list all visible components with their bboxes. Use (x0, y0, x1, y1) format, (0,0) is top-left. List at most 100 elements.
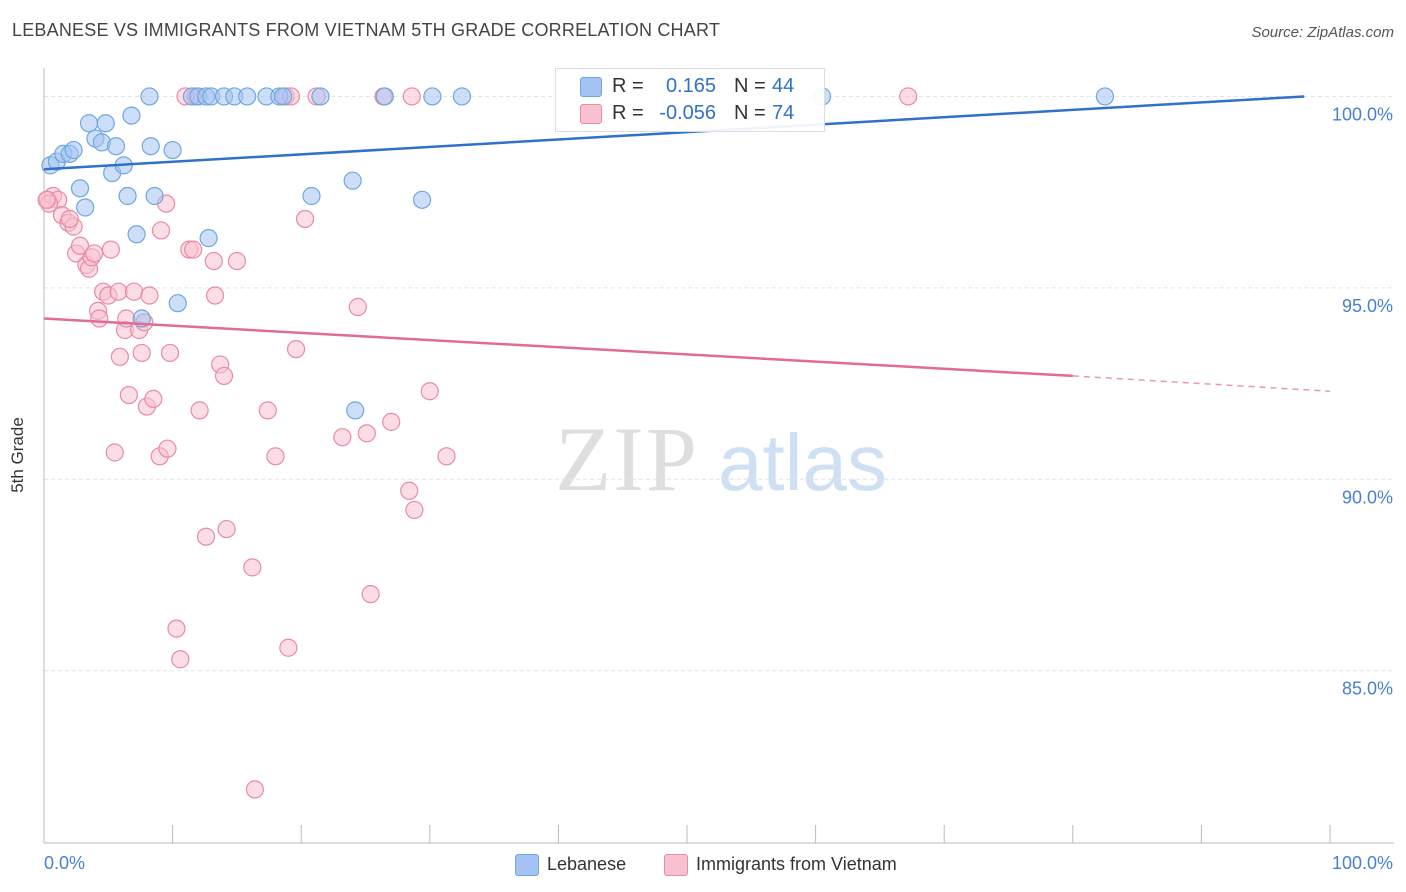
stats-swatch-vietnam (580, 104, 602, 124)
vietnam-point (151, 221, 171, 240)
stats-row-vietnam: R = -0.056 N = 74 (556, 100, 824, 128)
lebanese-point (1095, 87, 1115, 106)
vietnam-point (205, 286, 225, 305)
vietnam-point (90, 309, 109, 328)
lebanese-point (452, 87, 472, 106)
vietnam-point (101, 240, 120, 259)
vietnam-point (124, 282, 144, 301)
lebanese-point (79, 114, 99, 133)
legend-swatch-vietnam (664, 854, 688, 876)
lebanese-point (302, 186, 321, 206)
vietnam-point (132, 343, 151, 363)
lebanese-point (70, 179, 90, 198)
lebanese-point (238, 87, 257, 106)
x-tick-label: 100.0% (1332, 853, 1393, 873)
vietnam-point (245, 780, 265, 799)
vietnam-point (333, 428, 352, 447)
legend-label-lebanese: Lebanese (547, 854, 627, 874)
vietnam-point (140, 286, 159, 305)
lebanese-point (163, 140, 182, 160)
vietnam-point (258, 401, 277, 420)
vietnam-point (144, 389, 163, 409)
watermark-zip: ZIP (555, 408, 699, 510)
y-axis-label: 5th Grade (8, 417, 27, 493)
lebanese-point (346, 401, 365, 420)
lebanese-point (106, 137, 126, 156)
vietnam-point (402, 87, 421, 106)
vietnam-point (214, 366, 234, 386)
lebanese-point (118, 186, 137, 206)
vietnam-point (227, 251, 246, 271)
vietnam-point (171, 650, 190, 669)
vietnam-point (119, 385, 138, 405)
lebanese-point (140, 87, 159, 106)
lebanese-point (145, 186, 164, 206)
vietnam-point (405, 500, 424, 520)
vietnam-point (899, 87, 918, 106)
lebanese-point (311, 87, 330, 106)
vietnam-trend-extension (1072, 375, 1331, 392)
legend-swatch-lebanese (515, 854, 539, 876)
vietnam-point (184, 240, 203, 259)
vietnam-point (279, 638, 298, 657)
lebanese-point (412, 190, 432, 209)
lebanese-point (274, 87, 293, 106)
vietnam-point (158, 439, 177, 458)
vietnam-point (295, 209, 315, 229)
lebanese-point (375, 87, 394, 106)
vietnam-point (437, 447, 456, 466)
vietnam-point (110, 347, 129, 366)
lebanese-point (343, 171, 362, 190)
y-tick-label: 85.0% (1342, 679, 1393, 699)
vietnam-point (217, 519, 236, 539)
vietnam-point (266, 447, 285, 466)
stats-n-label: N = (734, 102, 766, 124)
vietnam-point (348, 297, 367, 317)
stats-swatch-lebanese (580, 77, 602, 97)
vietnam-point (70, 236, 90, 255)
stats-row-lebanese: R = 0.165 N = 44 (556, 73, 824, 101)
lebanese-point (168, 294, 187, 313)
stats-r-value: -0.056 (659, 102, 716, 124)
vietnam-point (85, 244, 104, 263)
stats-n-label: N = (734, 75, 766, 97)
lebanese-point (64, 140, 83, 160)
vietnam-point (109, 282, 128, 301)
legend: Lebanese Immigrants from Vietnam (0, 850, 1406, 880)
vietnam-point (105, 443, 124, 462)
vietnam-point (361, 585, 380, 604)
source-label: Source: ZipAtlas.com (1251, 24, 1394, 41)
lebanese-point (122, 106, 141, 125)
lebanese-point (141, 137, 160, 156)
y-tick-label: 95.0% (1342, 296, 1393, 316)
y-tick-label: 100.0% (1332, 104, 1393, 124)
vietnam-point (167, 619, 186, 638)
vietnam-point (400, 481, 419, 500)
vietnam-point (196, 527, 216, 546)
lebanese-point (127, 225, 146, 244)
vietnam-trend-line (43, 317, 1073, 378)
y-tick-label: 90.0% (1342, 487, 1393, 507)
vietnam-point (420, 382, 439, 401)
stats-n-value: 74 (772, 102, 795, 124)
lebanese-point (76, 198, 95, 217)
vietnam-point (60, 209, 79, 229)
vietnam-point (204, 251, 223, 271)
lebanese-point (423, 87, 442, 106)
legend-label-vietnam: Immigrants from Vietnam (696, 854, 897, 874)
vietnam-point (190, 401, 209, 420)
vietnam-point (37, 190, 56, 209)
chart-title: LEBANESE VS IMMIGRANTS FROM VIETNAM 5TH … (12, 20, 721, 40)
stats-r-value: 0.165 (665, 75, 716, 97)
vietnam-point (160, 343, 180, 363)
vietnam-point (357, 424, 376, 443)
stats-box: R = 0.165 N = 44 R = -0.056 N = 74 (555, 68, 825, 132)
lebanese-point (199, 229, 218, 248)
vietnam-point (382, 412, 401, 431)
vietnam-point (243, 558, 262, 577)
stats-r-label: R = (612, 75, 644, 97)
x-tick-label: 0.0% (44, 853, 85, 873)
lebanese-trend-line (43, 95, 1305, 171)
watermark-atlas: atlas (718, 418, 887, 507)
